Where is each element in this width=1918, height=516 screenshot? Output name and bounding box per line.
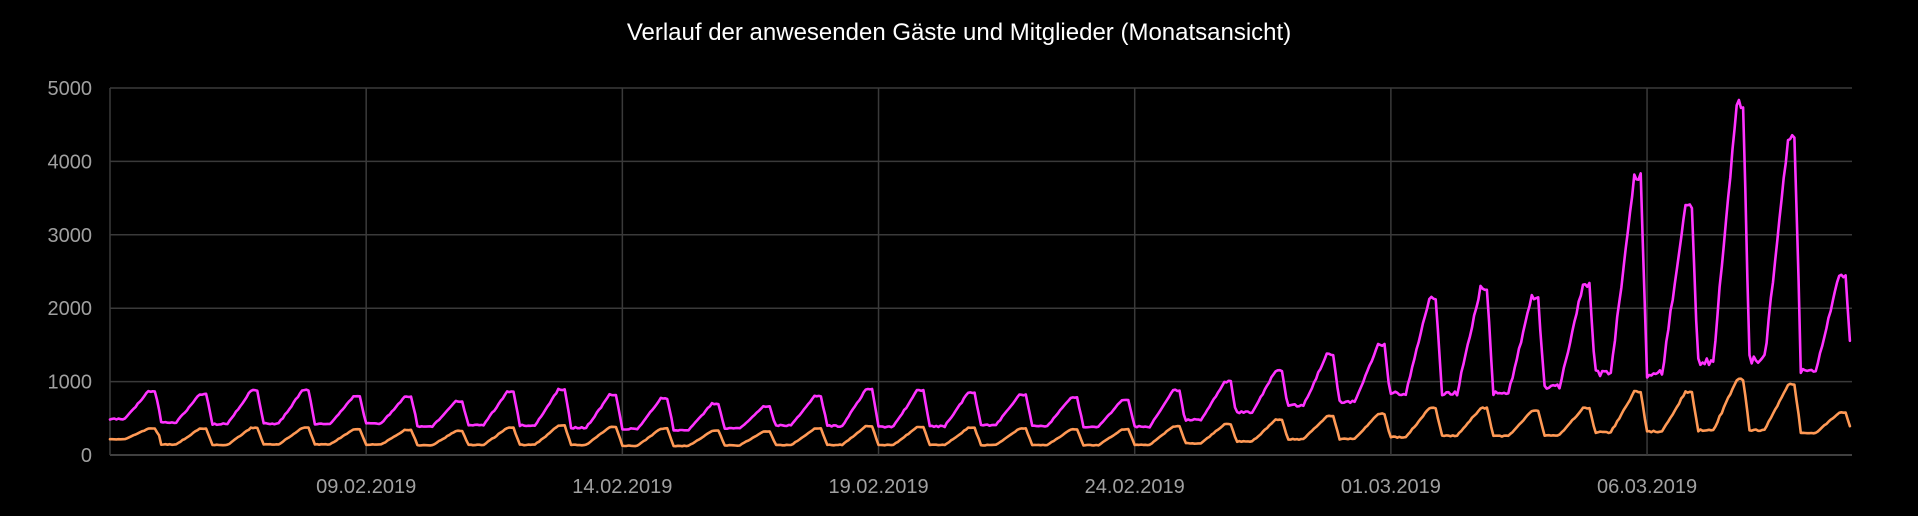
x-tick-label: 14.02.2019 xyxy=(572,476,672,498)
x-tick-label: 01.03.2019 xyxy=(1341,476,1441,498)
y-axis-ticks: 0 1000 2000 3000 4000 5000 xyxy=(48,78,93,467)
x-axis-ticks: 09.02.2019 14.02.2019 19.02.2019 24.02.2019… xyxy=(316,476,1697,498)
x-tick-label: 06.03.2019 xyxy=(1597,476,1697,498)
series-line xyxy=(108,377,1852,448)
y-tick-label: 2000 xyxy=(48,298,93,320)
y-tick-label: 3000 xyxy=(48,225,93,247)
x-tick-label: 09.02.2019 xyxy=(316,476,416,498)
x-tick-label: 24.02.2019 xyxy=(1085,476,1185,498)
series-group xyxy=(108,98,1852,448)
chart-title: Verlauf der anwesenden Gäste und Mitglie… xyxy=(627,19,1291,46)
x-tick-label: 19.02.2019 xyxy=(828,476,928,498)
series-line xyxy=(108,98,1852,432)
y-tick-label: 4000 xyxy=(48,151,93,173)
y-tick-label: 1000 xyxy=(48,372,93,394)
y-tick-label: 5000 xyxy=(48,78,93,100)
grid xyxy=(109,87,1852,456)
y-tick-label: 0 xyxy=(81,445,92,467)
